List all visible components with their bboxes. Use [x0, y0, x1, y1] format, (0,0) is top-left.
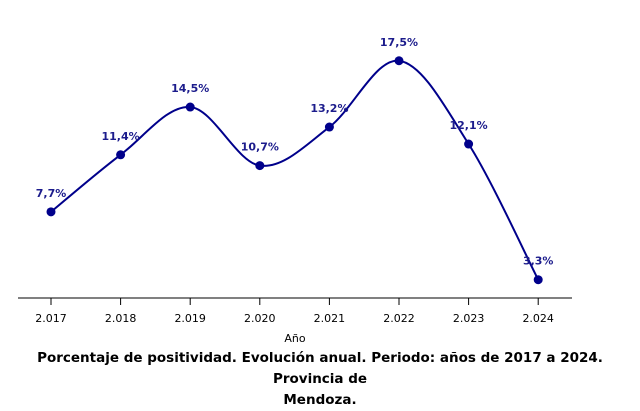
x-tick-label: 2.023	[453, 312, 485, 325]
data-point-2.019	[185, 102, 195, 112]
x-tick-label: 2.024	[522, 312, 554, 325]
x-tick-label: 2.017	[35, 312, 67, 325]
data-label-2.022: 17,5%	[380, 36, 418, 49]
x-tick-label: 2.018	[105, 312, 137, 325]
data-label-2.017: 7,7%	[36, 187, 67, 200]
x-tick-label: 2.019	[174, 312, 206, 325]
data-point-2.020	[255, 161, 265, 171]
data-point-2.022	[394, 56, 404, 66]
figure-caption: Porcentaje de positividad. Evolución anu…	[0, 348, 640, 411]
data-label-2.024: 3,3%	[523, 255, 554, 268]
data-label-2.020: 10,7%	[241, 141, 279, 154]
data-label-2.019: 14,5%	[171, 82, 209, 95]
caption-line-2: Mendoza.	[283, 392, 357, 408]
series-line	[50, 59, 540, 281]
x-axis-title: Año	[284, 332, 305, 345]
line-chart: 2.017 2.018 2.019 2.020 2.021 2.022 2.023 2.024…	[18, 36, 572, 345]
data-point-2.017	[46, 207, 56, 217]
x-tick-label: 2.020	[244, 312, 276, 325]
data-point-2.018	[116, 150, 126, 160]
x-tick-label: 2.021	[314, 312, 346, 325]
data-point-2.021	[324, 122, 334, 132]
data-label-2.023: 12,1%	[450, 119, 488, 132]
caption-line-1: Porcentaje de positividad. Evolución anu…	[37, 350, 603, 387]
data-point-2.023	[464, 139, 474, 149]
data-point-2.024	[533, 275, 543, 285]
x-tick-label: 2.022	[383, 312, 415, 325]
data-label-2.021: 13,2%	[310, 102, 348, 115]
data-label-2.018: 11,4%	[102, 130, 140, 143]
